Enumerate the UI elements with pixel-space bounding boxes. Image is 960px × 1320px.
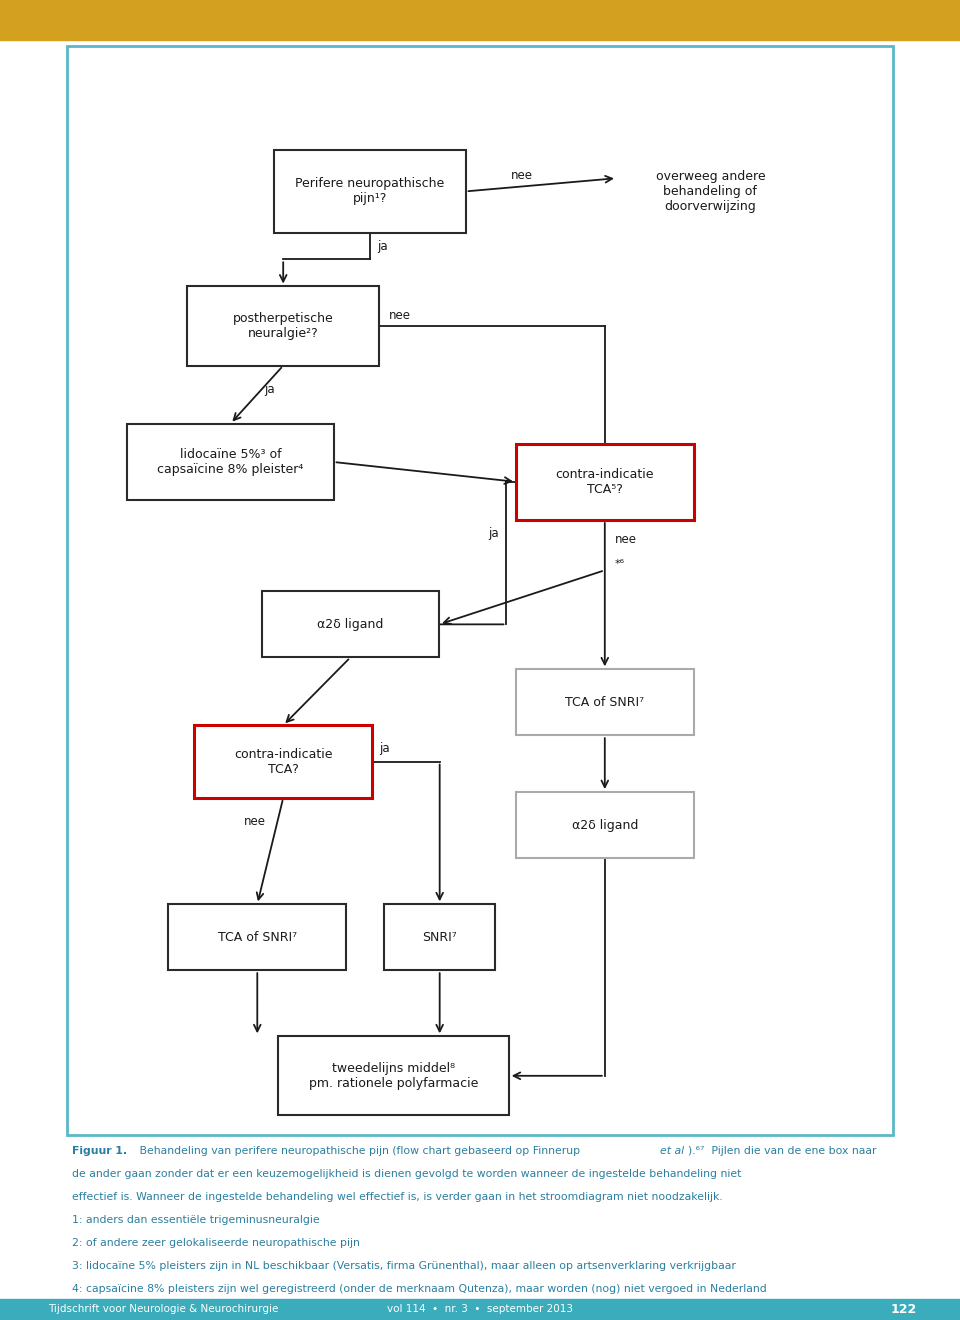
Text: contra-indicatie
TCA⁵?: contra-indicatie TCA⁵? [556,467,654,496]
Text: de ander gaan zonder dat er een keuzemogelijkheid is dienen gevolgd te worden wa: de ander gaan zonder dat er een keuzemog… [72,1170,741,1179]
Text: contra-indicatie
TCA?: contra-indicatie TCA? [234,747,332,776]
Text: Figuur 1.: Figuur 1. [72,1146,127,1156]
Text: Behandeling van perifere neuropathische pijn (flow chart gebaseerd op Finnerup: Behandeling van perifere neuropathische … [136,1146,584,1156]
Text: et al: et al [660,1146,684,1156]
Text: nee: nee [614,533,636,546]
Text: *⁶: *⁶ [614,558,624,569]
Text: 5: absolute contra-indicaties voor een TCA zijn bijv. ernstig hartfalen, een der: 5: absolute contra-indicaties voor een T… [72,1307,787,1317]
Text: 2: of andere zeer gelokaliseerde neuropathische pijn: 2: of andere zeer gelokaliseerde neuropa… [72,1238,360,1249]
Text: 4: capsaïcine 8% pleisters zijn wel geregistreerd (onder de merknaam Qutenza), m: 4: capsaïcine 8% pleisters zijn wel gere… [72,1284,767,1295]
Text: Perifere neuropathische
pijn¹?: Perifere neuropathische pijn¹? [295,177,444,206]
Text: nee: nee [244,816,266,828]
Text: TCA of SNRI⁷: TCA of SNRI⁷ [565,696,644,709]
Text: Tijdschrift voor Neurologie & Neurochirurgie: Tijdschrift voor Neurologie & Neurochiru… [48,1304,278,1315]
Bar [187,286,379,366]
Text: tweedelijns middel⁸
pm. rationele polyfarmacie: tweedelijns middel⁸ pm. rationele polyfa… [309,1061,478,1090]
Bar [384,904,495,970]
Bar [516,669,693,735]
Bar [0,1299,960,1320]
Text: nee: nee [511,169,533,182]
Text: 1: anders dan essentiële trigeminusneuralgie: 1: anders dan essentiële trigeminusneura… [72,1214,320,1225]
Text: 3: 3 [900,0,936,46]
Text: 3: lidocaïne 5% pleisters zijn in NL beschikbaar (Versatis, firma Grünenthal), m: 3: lidocaïne 5% pleisters zijn in NL bes… [72,1262,736,1271]
Bar [67,46,893,1135]
Text: lidocaïne 5%³ of
capsaïcine 8% pleister⁴: lidocaïne 5%³ of capsaïcine 8% pleister⁴ [157,447,303,477]
Text: TCA of SNRI⁷: TCA of SNRI⁷ [218,931,297,944]
Text: α2δ ligand: α2δ ligand [571,818,638,832]
Text: ja: ja [488,527,499,540]
Bar [261,591,439,657]
Text: SNRI⁷: SNRI⁷ [422,931,457,944]
Text: overweeg andere
behandeling of
doorverwijzing: overweeg andere behandeling of doorverwi… [656,170,765,213]
Text: α2δ ligand: α2δ ligand [317,618,384,631]
Bar [127,424,334,500]
Text: postherpetische
neuralgie²?: postherpetische neuralgie²? [233,312,333,341]
Bar [274,149,466,232]
Bar [0,0,960,40]
Bar [278,1036,509,1115]
Text: effectief is. Wanneer de ingestelde behandeling wel effectief is, is verder gaan: effectief is. Wanneer de ingestelde beha… [72,1192,723,1203]
Bar [194,726,372,797]
Text: 122: 122 [891,1303,917,1316]
Bar [169,904,347,970]
Text: ja: ja [379,742,391,755]
Text: ).⁶⁷  Pijlen die van de ene box naar: ).⁶⁷ Pijlen die van de ene box naar [688,1146,876,1156]
Bar [516,444,693,520]
Bar [516,792,693,858]
Text: nee: nee [389,309,411,322]
Text: ja: ja [377,240,388,252]
Text: vol 114  •  nr. 3  •  september 2013: vol 114 • nr. 3 • september 2013 [387,1304,573,1315]
Text: ja: ja [264,383,275,396]
